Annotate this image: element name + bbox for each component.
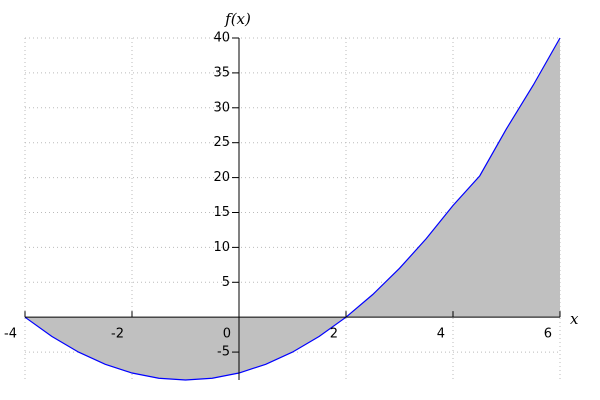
x-tick-label: 6	[544, 327, 552, 342]
y-tick-label: 40	[213, 31, 230, 46]
y-tick-label: 10	[213, 240, 230, 255]
y-tick-label: 35	[213, 65, 230, 80]
y-tick-label: -5	[217, 345, 230, 360]
y-tick-label: 30	[213, 100, 230, 115]
x-tick-label: 4	[437, 327, 445, 342]
y-tick-label: 20	[213, 170, 230, 185]
x-tick-label: -2	[111, 327, 124, 342]
x-tick-label: -4	[4, 327, 17, 342]
x-axis-label: x	[570, 310, 579, 328]
y-tick-label: 5	[222, 275, 230, 290]
y-tick-label: 15	[213, 205, 230, 220]
y-tick-label: 25	[213, 135, 230, 150]
y-axis-label: f(x)	[224, 10, 251, 28]
x-tick-label: 2	[330, 327, 338, 342]
x-tick-label: 0	[223, 327, 231, 342]
curve	[24, 37, 561, 381]
area	[25, 38, 560, 380]
